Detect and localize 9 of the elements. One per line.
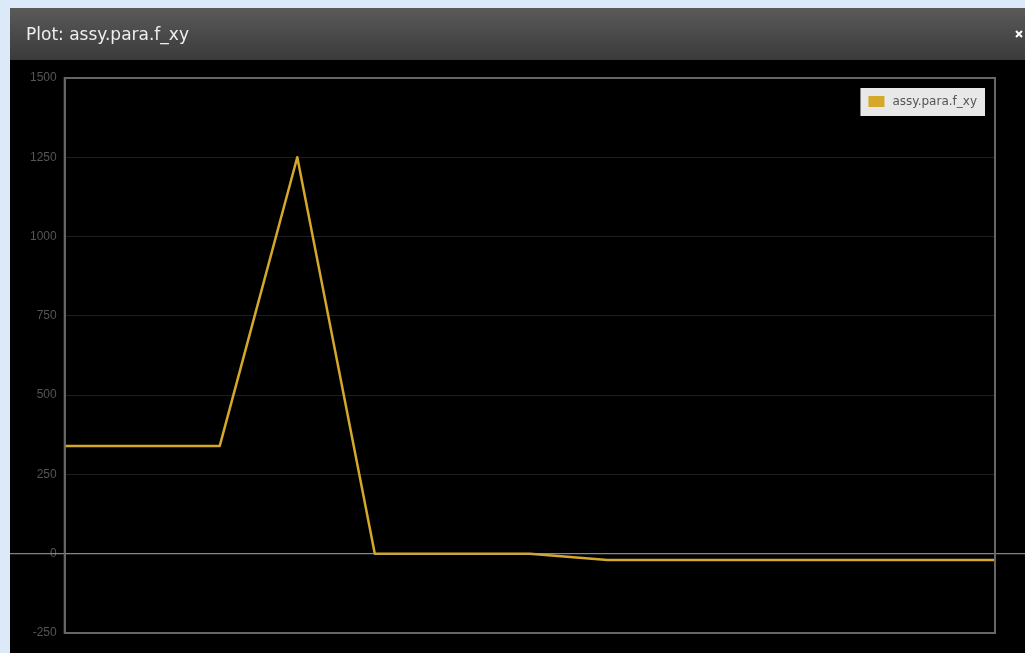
y-tick-label: 250 bbox=[36, 466, 58, 481]
y-tick-label: 750 bbox=[36, 308, 58, 323]
y-tick-label: 500 bbox=[36, 387, 58, 402]
y-tick-label: -250 bbox=[32, 625, 58, 640]
chart-title: Plot: assy.para.f_xy bbox=[26, 24, 189, 44]
legend-label: assy.para.f_xy bbox=[892, 94, 977, 109]
y-tick-label: 1250 bbox=[29, 149, 58, 164]
y-tick-label: 1500 bbox=[29, 70, 58, 85]
y-tick-label: 1000 bbox=[29, 228, 58, 243]
